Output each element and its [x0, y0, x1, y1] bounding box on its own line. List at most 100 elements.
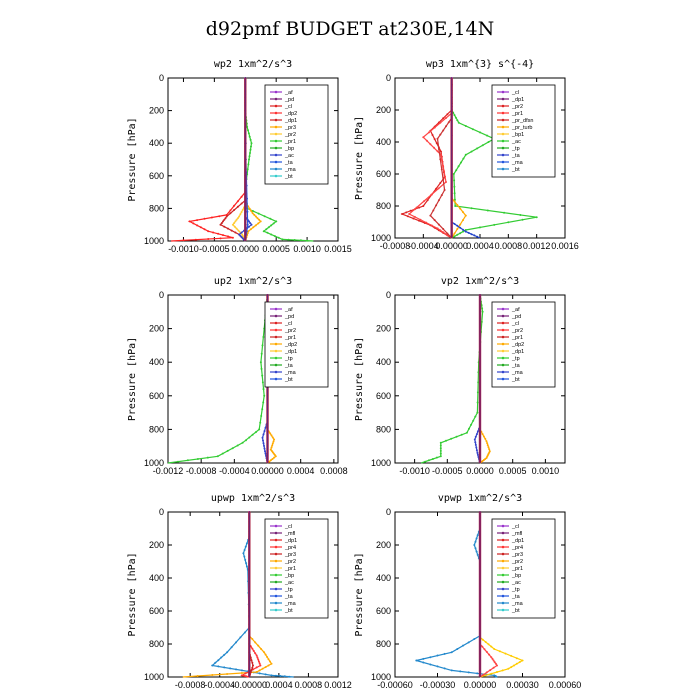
series-point: [486, 134, 489, 137]
series-point: [468, 427, 470, 430]
y-tick-label: 800: [376, 639, 391, 649]
legend-marker: [274, 174, 278, 178]
legend-entry: _pr2: [511, 104, 523, 110]
series-point: [430, 224, 433, 227]
legend-marker: [501, 377, 505, 381]
series-point: [230, 646, 233, 649]
series-point: [486, 209, 489, 212]
y-tick-label: 0: [159, 73, 164, 83]
series-point: [271, 436, 274, 439]
chart-panel-5: upwp 1xm^2/s^3 Pressure [hPa] 0 200 400 600 80…: [127, 493, 352, 690]
series-point: [455, 435, 458, 438]
x-tick-label: -0.0004: [408, 241, 439, 251]
series-point: [453, 222, 456, 225]
series-point: [229, 209, 232, 212]
series-point: [249, 152, 251, 154]
legend-entry: _ta: [284, 363, 294, 369]
series-point: [248, 207, 251, 210]
series-point: [243, 631, 246, 634]
x-tick-label: 0.0004: [287, 466, 315, 476]
series-point: [273, 453, 276, 456]
series-point: [206, 456, 209, 459]
series-point: [257, 658, 260, 661]
series-point: [211, 664, 214, 667]
series-point: [460, 433, 463, 436]
y-axis-label: Pressure [hPa]: [354, 552, 365, 636]
series-point: [263, 651, 266, 654]
legend-marker: [274, 97, 278, 101]
legend-marker: [274, 587, 278, 591]
legend-entry: _bt: [511, 608, 520, 614]
legend-entry: _pd: [284, 314, 294, 320]
y-tick-label: 600: [376, 169, 391, 179]
series-point: [447, 121, 450, 124]
y-axis-label: Pressure [hPa]: [127, 552, 138, 636]
series-point: [435, 187, 438, 190]
series-point: [254, 431, 257, 434]
y-axis-label: Pressure [hPa]: [127, 117, 138, 201]
series-point: [442, 178, 445, 181]
series-point: [226, 673, 229, 675]
series-point: [429, 214, 432, 217]
series-point: [487, 141, 490, 143]
y-tick-label: 400: [149, 138, 164, 148]
series-point: [249, 228, 252, 231]
series-point: [459, 670, 462, 673]
legend-marker: [501, 573, 505, 577]
series-point: [254, 641, 257, 644]
x-tick-label: 0.0008: [320, 466, 348, 476]
series-line-dp2: [421, 294, 484, 464]
legend-entry: _cl: [511, 90, 519, 96]
series-point: [462, 219, 464, 222]
x-tick-label: 0.0008: [495, 241, 523, 251]
legend-entry: _tp: [511, 146, 520, 152]
series-point: [264, 426, 267, 429]
series-point: [270, 446, 273, 449]
y-tick-label: 0: [386, 507, 391, 517]
series-point: [250, 210, 253, 212]
series-point: [491, 657, 494, 660]
legend-entry: _dp1: [511, 97, 524, 103]
series-point: [299, 239, 302, 242]
series-point: [239, 234, 242, 237]
series-point: [262, 433, 265, 436]
plot-title: upwp 1xm^2/s^3: [211, 493, 295, 504]
series-point: [246, 168, 249, 171]
series-point: [429, 663, 432, 666]
series-point: [226, 651, 229, 654]
series-point: [521, 218, 524, 221]
legend-marker: [501, 342, 505, 346]
series-point: [260, 648, 263, 650]
series-point: [464, 125, 467, 127]
series-point: [251, 666, 254, 669]
legend-entry: _pd: [511, 314, 521, 320]
series-point: [429, 143, 432, 146]
series-point: [264, 452, 267, 455]
series-point: [496, 664, 498, 667]
series-point: [196, 675, 199, 677]
series-point: [496, 671, 498, 673]
series-point: [459, 226, 462, 229]
series-point: [264, 673, 267, 676]
series-point: [489, 669, 492, 672]
x-tick-label: -0.0004: [204, 680, 235, 690]
series-point: [435, 456, 438, 459]
series-point: [194, 238, 197, 241]
series-point: [259, 421, 262, 424]
series-point: [443, 189, 446, 191]
series-point: [251, 661, 254, 664]
series-point: [405, 211, 408, 214]
series-point: [456, 224, 459, 227]
legend-entry: _pr1: [284, 335, 296, 341]
series-point: [223, 225, 226, 228]
series-point: [467, 231, 470, 234]
series-point: [422, 136, 425, 139]
legend-marker: [501, 552, 505, 556]
series-line-tp: [416, 512, 498, 678]
series-point: [277, 236, 280, 239]
legend-entry: _pr3: [284, 125, 296, 131]
legend-marker: [274, 377, 278, 381]
x-tick-label: 0.0005: [262, 244, 290, 254]
series-point: [293, 239, 296, 241]
legend-entry: _pr_turb: [511, 125, 533, 131]
